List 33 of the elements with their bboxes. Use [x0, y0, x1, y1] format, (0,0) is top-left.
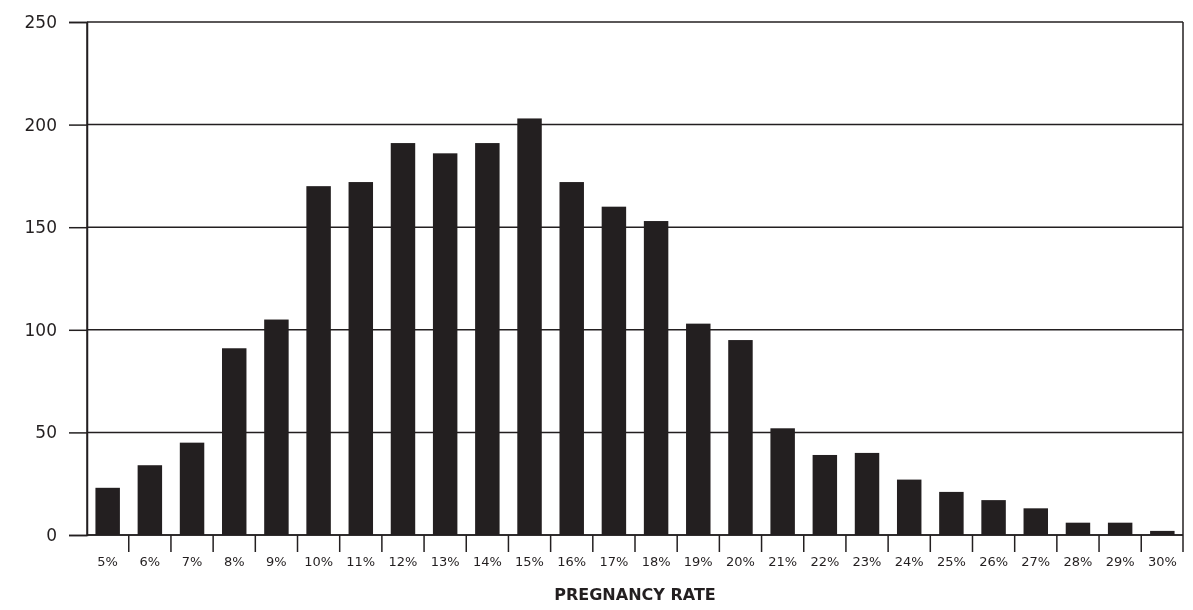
x-tick-label: 19% [683, 554, 713, 569]
y-tick-label: 250 [24, 11, 57, 32]
x-tick-label: 12% [388, 554, 418, 569]
x-tick-label: 27% [1021, 554, 1051, 569]
x-tick-label: 17% [599, 554, 629, 569]
x-tick-label: 16% [557, 554, 587, 569]
x-tick-label: 25% [936, 554, 966, 569]
x-tick-label: 20% [726, 554, 755, 569]
y-tick-label: 150 [24, 217, 57, 238]
x-tick-label: 29% [1105, 554, 1135, 569]
x-tick-label: 15% [515, 554, 544, 569]
x-tick-label: 10% [304, 554, 334, 569]
x-tick-label: 28% [1063, 554, 1093, 569]
y-tick-label: 100 [24, 319, 57, 340]
y-tick-label: 0 [46, 524, 57, 545]
x-tick-label: 8% [223, 554, 245, 569]
y-tick-label: 50 [35, 422, 57, 443]
x-tick-label: 5% [97, 554, 118, 569]
x-tick-label: 13% [430, 554, 460, 569]
x-tick-label: 9% [266, 554, 287, 569]
x-tick-label: 21% [768, 554, 798, 569]
x-tick-label: 14% [472, 554, 502, 569]
x-tick-label: 7% [181, 554, 203, 569]
x-tick-label: 6% [139, 554, 161, 569]
x-tick-label: 18% [641, 554, 671, 569]
x-tick-label: 11% [346, 554, 376, 569]
x-tick-label: 22% [810, 554, 840, 569]
x-tick-label: 26% [979, 554, 1009, 569]
y-tick-label: 200 [24, 114, 57, 135]
x-axis-title: PREGNANCY RATE [554, 585, 716, 604]
x-tick-label: 23% [852, 554, 882, 569]
x-tick-label: 24% [894, 554, 924, 569]
x-tick-label: 30% [1147, 554, 1177, 569]
